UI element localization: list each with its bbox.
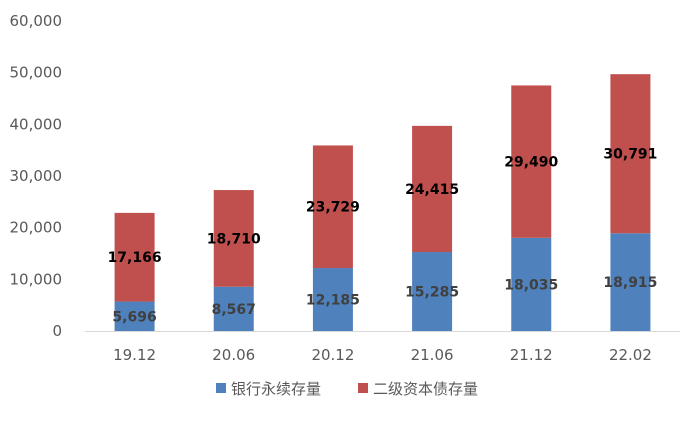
y-tick-label: 40,000 <box>10 115 63 133</box>
y-tick-label: 50,000 <box>10 64 63 82</box>
x-tick-label: 20.12 <box>311 346 354 364</box>
legend-swatch <box>216 383 226 393</box>
y-tick-label: 60,000 <box>10 12 63 30</box>
data-label-bank-perpetual: 8,567 <box>212 302 256 318</box>
legend: 银行永续存量 二级资本债存量 <box>216 380 478 398</box>
data-label-bank-perpetual: 5,696 <box>112 309 156 325</box>
data-label-bank-perpetual: 15,285 <box>405 285 459 301</box>
bar-bank-perpetual <box>114 301 155 331</box>
legend-item-bank-perpetual: 银行永续存量 <box>231 380 321 398</box>
bars <box>114 74 651 331</box>
bar-tier2-capital-bond <box>213 190 254 287</box>
y-tick-label: 20,000 <box>10 219 63 237</box>
x-tick-label: 21.06 <box>411 346 454 364</box>
bar-tier2-capital-bond <box>511 85 552 238</box>
bar-bank-perpetual <box>610 233 651 331</box>
x-axis: 19.12 20.06 20.12 21.06 21.12 22.02 <box>85 331 680 364</box>
legend-swatch <box>358 383 368 393</box>
bar-tier2-capital-bond <box>114 212 155 302</box>
data-label-bank-perpetual: 18,915 <box>603 275 657 291</box>
bar-tier2-capital-bond <box>312 145 353 269</box>
data-label-bank-perpetual: 18,035 <box>504 277 558 293</box>
data-label-tier2-capital-bond: 17,166 <box>108 250 162 266</box>
data-label-tier2-capital-bond: 29,490 <box>504 155 558 171</box>
bar-tier2-capital-bond <box>610 74 651 234</box>
data-label-tier2-capital-bond: 18,710 <box>207 231 261 247</box>
bar-tier2-capital-bond <box>412 125 453 253</box>
data-label-tier2-capital-bond: 24,415 <box>405 182 459 198</box>
x-tick-label: 22.02 <box>609 346 652 364</box>
x-tick-label: 21.12 <box>510 346 553 364</box>
y-axis: 0 10,000 20,000 30,000 40,000 50,000 60,000 <box>10 12 63 340</box>
data-label-tier2-capital-bond: 23,729 <box>306 200 360 216</box>
y-tick-label: 30,000 <box>10 167 63 185</box>
data-label-tier2-capital-bond: 30,791 <box>603 147 657 163</box>
y-tick-label: 10,000 <box>10 270 63 288</box>
x-tick-label: 19.12 <box>113 346 156 364</box>
x-tick-label: 20.06 <box>212 346 255 364</box>
data-labels: 5,696 17,166 8,567 18,710 12,185 23,729 15,285… <box>108 147 658 326</box>
legend-item-tier2-capital-bond: 二级资本债存量 <box>373 380 478 398</box>
bar-bank-perpetual <box>312 268 353 331</box>
bar-bank-perpetual <box>412 252 453 331</box>
data-label-bank-perpetual: 12,185 <box>306 293 360 309</box>
y-tick-label: 0 <box>52 322 62 340</box>
bar-bank-perpetual <box>213 286 254 331</box>
bar-bank-perpetual <box>511 237 552 331</box>
